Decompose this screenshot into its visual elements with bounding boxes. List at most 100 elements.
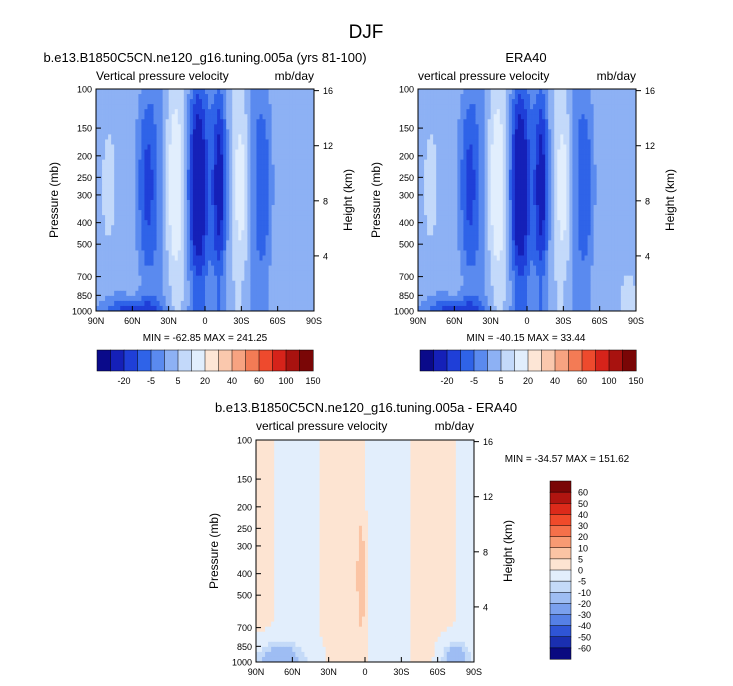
- heatmap-cell: [475, 149, 479, 155]
- heatmap-cell: [192, 144, 197, 150]
- heatmap-cell: [105, 189, 109, 196]
- heatmap-cell: [298, 129, 303, 135]
- heatmap-cell: [511, 149, 516, 155]
- heatmap-cell: [241, 174, 245, 181]
- heatmap-cell: [241, 295, 245, 302]
- heatmap-cell: [280, 169, 285, 176]
- heatmap-cell: [551, 200, 555, 206]
- heatmap-cell: [138, 154, 142, 161]
- heatmap-cell: [138, 220, 142, 226]
- heatmap-cell: [177, 109, 182, 115]
- heatmap-cell: [581, 144, 585, 150]
- heatmap-cell: [141, 194, 145, 201]
- heatmap-cell: [114, 184, 118, 191]
- heatmap-cell: [244, 184, 248, 191]
- heatmap-cell: [256, 300, 260, 307]
- heatmap-cell: [596, 159, 601, 166]
- heatmap-cell: [217, 109, 221, 115]
- heatmap-cell: [195, 280, 200, 287]
- heatmap-cell: [496, 129, 501, 135]
- heatmap-cell: [439, 89, 443, 95]
- heatmap-cell: [268, 139, 273, 145]
- heatmap-cell: [596, 149, 601, 155]
- heatmap-cell: [274, 184, 279, 191]
- heatmap-cell: [310, 230, 315, 236]
- heatmap-cell: [262, 99, 266, 105]
- heatmap-cell: [265, 99, 269, 105]
- heatmap-cell: [247, 300, 251, 307]
- heatmap-cell: [566, 159, 570, 166]
- heatmap-cell: [192, 265, 197, 272]
- heatmap-cell: [569, 189, 573, 196]
- heatmap-cell: [208, 104, 212, 110]
- heatmap-cell: [566, 164, 570, 171]
- heatmap-cell: [153, 89, 157, 95]
- heatmap-cell: [153, 285, 157, 292]
- heatmap-cell: [259, 89, 263, 95]
- heatmap-cell: [150, 184, 154, 191]
- heatmap-cell: [177, 220, 182, 226]
- heatmap-cell: [475, 144, 479, 150]
- heatmap-cell: [593, 139, 598, 145]
- heatmap-cell: [460, 104, 464, 110]
- heatmap-cell: [283, 169, 288, 176]
- heatmap-cell: [138, 174, 142, 181]
- heatmap-cell: [632, 94, 637, 100]
- heatmap-cell: [192, 205, 197, 211]
- heatmap-cell: [310, 139, 315, 145]
- heatmap-cell: [569, 149, 573, 155]
- heatmap-cell: [274, 235, 279, 241]
- heatmap-cell: [523, 189, 528, 196]
- heatmap-cell: [238, 114, 242, 120]
- heatmap-cell: [307, 164, 312, 171]
- heatmap-cell: [102, 280, 106, 287]
- heatmap-cell: [159, 260, 164, 266]
- heatmap-cell: [505, 189, 510, 196]
- heatmap-cell: [563, 205, 567, 211]
- heatmap-cell: [189, 220, 194, 226]
- heatmap-cell: [144, 230, 148, 236]
- heatmap-cell: [572, 159, 576, 166]
- heatmap-cell: [286, 149, 291, 155]
- heatmap-cell: [211, 245, 215, 251]
- colorbar-swatch: [191, 349, 206, 372]
- heatmap-cell: [454, 200, 458, 206]
- heatmap-cell: [620, 169, 625, 176]
- heatmap-cell: [144, 189, 148, 196]
- heatmap-cell: [144, 280, 148, 287]
- heatmap-cell: [168, 169, 173, 176]
- heatmap-cell: [271, 210, 276, 216]
- heatmap-cell: [177, 260, 182, 266]
- colorbar-swatch: [123, 349, 139, 372]
- heatmap-cell: [223, 104, 227, 110]
- heatmap-cell: [114, 260, 118, 266]
- heatmap-cell: [226, 174, 230, 181]
- heatmap-cell: [283, 250, 288, 256]
- heatmap-cell: [111, 129, 115, 135]
- heatmap-cell: [265, 305, 269, 312]
- heatmap-cell: [629, 159, 634, 166]
- heatmap-cell: [253, 89, 257, 95]
- heatmap-cell: [238, 265, 242, 272]
- heatmap-cell: [186, 235, 191, 241]
- heatmap-cell: [545, 144, 549, 150]
- heatmap-cell: [132, 154, 136, 161]
- heatmap-cell: [129, 250, 133, 256]
- heatmap-cell: [180, 94, 185, 100]
- heatmap-cell: [238, 220, 242, 226]
- heatmap-cell: [439, 134, 443, 140]
- heatmap-cell: [223, 245, 227, 251]
- heatmap-cell: [247, 124, 251, 130]
- heatmap-cell: [238, 210, 242, 216]
- heatmap-cell: [442, 179, 446, 186]
- heatmap-cell: [442, 109, 446, 115]
- heatmap-cell: [629, 134, 634, 140]
- heatmap-cell: [608, 169, 613, 176]
- heatmap-cell: [159, 169, 164, 176]
- heatmap-cell: [563, 144, 567, 150]
- heatmap-cell: [310, 159, 315, 166]
- heatmap-cell: [457, 144, 461, 150]
- heatmap-cell: [256, 129, 260, 135]
- heatmap-cell: [424, 109, 428, 115]
- heatmap-cell: [177, 230, 182, 236]
